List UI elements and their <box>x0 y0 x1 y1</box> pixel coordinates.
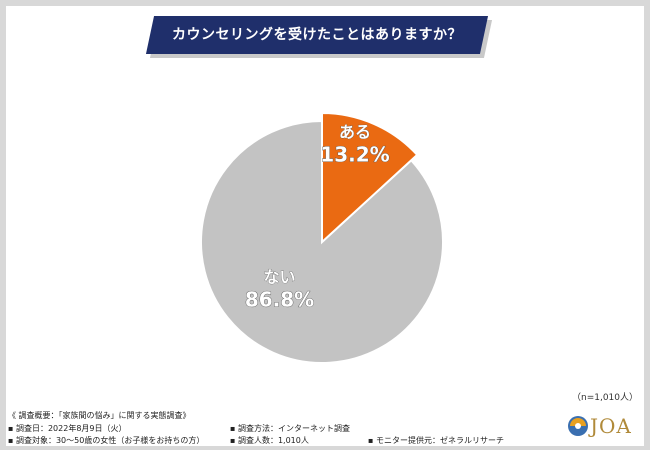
survey-target: ▪ 調査対象：30〜50歳の女性（お子様をお持ちの方） <box>8 436 205 445</box>
logo-text: JOA <box>590 414 632 438</box>
survey-count: ▪ 調査人数：1,010人 <box>230 436 309 445</box>
slice-label-yes: ある <box>339 122 371 141</box>
pie-slice-yes <box>321 111 419 245</box>
survey-date: ▪ 調査日：2022年8月9日（火） <box>8 424 127 433</box>
slice-value-no: 86.8% <box>245 288 314 312</box>
title-banner: カウンセリングを受けたことはありますか？ <box>145 16 500 62</box>
sample-size-note: （n=1,010人） <box>571 393 638 403</box>
monitor-provider: ▪ モニター提供元：ゼネラルリサーチ <box>368 436 504 445</box>
slice-label-no: ない <box>264 268 296 287</box>
survey-overview-heading: 《 調査概要：「家族間の悩み」に関する実態調査》 <box>8 411 191 420</box>
pie-slice-no <box>200 119 444 364</box>
slice-value-yes: 13.2% <box>320 142 389 166</box>
chart-title: カウンセリングを受けたことはありますか？ <box>172 27 462 43</box>
logo-emblem-icon <box>568 416 588 436</box>
joa-logo: JOA <box>566 410 646 442</box>
survey-method: ▪ 調査方法：インターネット調査 <box>230 424 350 433</box>
